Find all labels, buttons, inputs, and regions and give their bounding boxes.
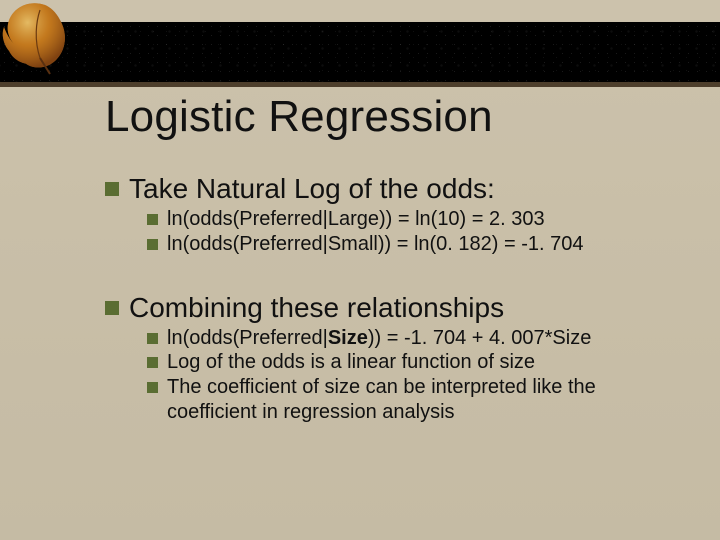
leaf-icon — [0, 0, 95, 78]
bullet-lvl1: Take Natural Log of the odds: — [105, 172, 665, 205]
lvl1-text: Take Natural Log of the odds: — [129, 172, 495, 205]
bullet-square-icon — [105, 182, 119, 196]
slide-content: Take Natural Log of the odds: ln(odds(Pr… — [105, 168, 665, 425]
decorative-top-band — [0, 22, 720, 82]
bullet-square-icon — [147, 239, 158, 250]
bullet-lvl2: ln(odds(Preferred|Small)) = ln(0. 182) =… — [147, 232, 665, 257]
lvl2-bold: Size — [328, 327, 368, 349]
lvl2-text: Log of the odds is a linear function of … — [167, 350, 535, 375]
bullet-lvl2: ln(odds(Preferred|Large)) = ln(10) = 2. … — [147, 207, 665, 232]
bullet-lvl2: Log of the odds is a linear function of … — [147, 350, 665, 375]
bullet-square-icon — [147, 357, 158, 368]
lvl1-text: Combining these relationships — [129, 291, 504, 324]
slide: Logistic Regression Take Natural Log of … — [0, 0, 720, 540]
bullet-square-icon — [105, 301, 119, 315]
bullet-lvl2: The coefficient of size can be interpret… — [147, 375, 665, 425]
lvl2-suffix: )) = -1. 704 + 4. 007*Size — [368, 327, 591, 349]
bullet-square-icon — [147, 333, 158, 344]
slide-title: Logistic Regression — [105, 92, 493, 142]
lvl2-text: The coefficient of size can be interpret… — [167, 375, 665, 425]
bullet-lvl1: Combining these relationships — [105, 291, 665, 324]
lvl2-text: ln(odds(Preferred|Size)) = -1. 704 + 4. … — [167, 326, 591, 351]
bullet-square-icon — [147, 214, 158, 225]
lvl2-group: ln(odds(Preferred|Large)) = ln(10) = 2. … — [147, 207, 665, 257]
lvl2-prefix: ln(odds(Preferred| — [167, 327, 328, 349]
lvl2-text: ln(odds(Preferred|Large)) = ln(10) = 2. … — [167, 207, 545, 232]
bullet-square-icon — [147, 382, 158, 393]
spacer — [105, 257, 665, 287]
lvl2-text: ln(odds(Preferred|Small)) = ln(0. 182) =… — [167, 232, 584, 257]
lvl2-group: ln(odds(Preferred|Size)) = -1. 704 + 4. … — [147, 326, 665, 425]
bullet-lvl2: ln(odds(Preferred|Size)) = -1. 704 + 4. … — [147, 326, 665, 351]
